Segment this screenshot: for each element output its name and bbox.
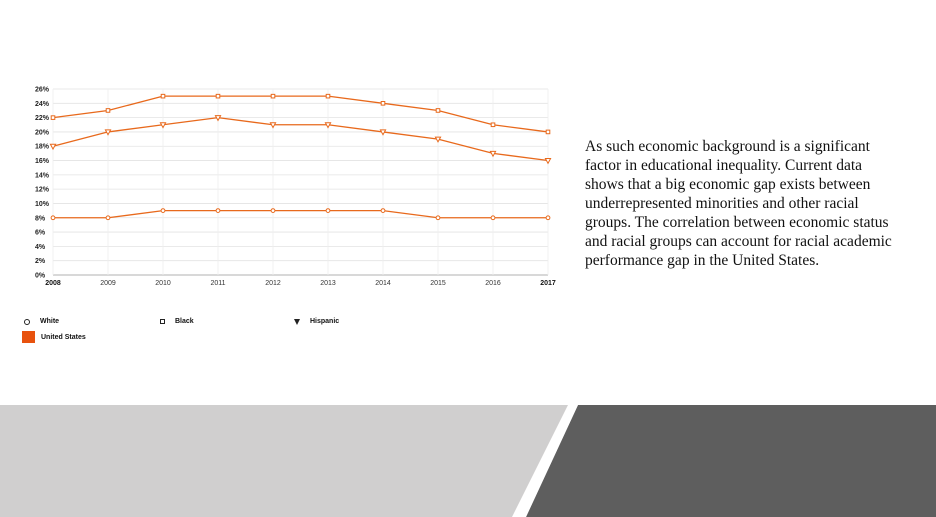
data-point-hispanic — [104, 129, 112, 136]
series-line-black — [52, 95, 549, 133]
footer-divider — [512, 405, 578, 517]
footer-right-panel — [526, 405, 936, 517]
data-point-white — [215, 208, 221, 214]
body-paragraph: As such economic background is a signifi… — [585, 138, 892, 269]
y-tick-label: 20% — [35, 129, 50, 136]
x-tick-label: 2015 — [430, 280, 446, 287]
legend-label-white: White — [40, 318, 60, 325]
data-point-black — [160, 93, 166, 99]
data-point-white — [105, 215, 111, 221]
data-point-white — [380, 208, 386, 214]
y-tick-label: 0% — [35, 273, 46, 280]
y-tick-label: 22% — [35, 115, 50, 122]
y-tick-label: 16% — [35, 158, 50, 165]
legend-item-region: United States — [22, 331, 86, 343]
y-tick-label: 24% — [35, 101, 50, 108]
legend-item-white: White — [24, 318, 59, 325]
data-point-black — [215, 93, 221, 99]
y-tick-label: 2% — [35, 258, 46, 265]
data-point-hispanic — [489, 150, 497, 158]
data-point-black — [435, 108, 441, 113]
data-point-black — [545, 129, 551, 135]
legend-label-region: United States — [41, 333, 86, 341]
y-tick-label: 12% — [35, 187, 50, 194]
line-chart: 0% 2% 4% 6% 8% 10% 12% 14% 16% 18% 20% 22% 24% 26% 200… — [35, 87, 556, 288]
data-point-black — [490, 122, 496, 128]
x-tick-label: 2014 — [375, 280, 391, 287]
series-line-hispanic — [52, 116, 549, 162]
data-point-white — [490, 215, 496, 221]
data-point-white — [545, 215, 551, 221]
y-tick-label: 10% — [35, 201, 50, 208]
data-point-black — [325, 93, 331, 99]
data-point-hispanic — [324, 122, 332, 129]
data-point-black — [380, 101, 386, 106]
legend-label-black: Black — [175, 318, 194, 325]
data-point-white — [50, 215, 56, 221]
data-point-black — [270, 93, 276, 99]
square-marker-icon — [160, 319, 165, 324]
region-color-swatch — [22, 331, 35, 343]
chart-area: 0% 2% 4% 6% 8% 10% 12% 14% 16% 18% 20% 22% 24% 26% 200… — [0, 0, 570, 360]
data-point-white — [160, 208, 166, 214]
data-point-hispanic — [49, 143, 57, 151]
x-tick-label: 2013 — [320, 280, 336, 287]
x-tick-label: 2010 — [155, 280, 171, 287]
data-point-hispanic — [379, 129, 387, 136]
x-tick-label: 2016 — [485, 280, 501, 287]
x-tick-label: 2017 — [540, 280, 556, 287]
y-tick-label: 26% — [35, 87, 50, 94]
circle-marker-icon — [24, 318, 30, 325]
legend-item-black: Black — [160, 318, 194, 325]
legend-label-hispanic: Hispanic — [310, 318, 340, 325]
y-tick-label: 8% — [35, 215, 46, 222]
y-tick-label: 18% — [35, 144, 50, 151]
data-point-black — [50, 115, 56, 120]
x-tick-label: 2011 — [210, 280, 225, 287]
data-point-hispanic — [544, 158, 552, 165]
data-point-white — [435, 215, 441, 221]
data-point-black — [105, 108, 111, 113]
y-tick-label: 14% — [35, 172, 50, 179]
series-line-white — [53, 209, 548, 219]
x-tick-label: 2009 — [100, 280, 116, 287]
triangle-down-marker-icon — [294, 318, 300, 325]
data-point-hispanic — [434, 136, 442, 143]
data-point-hispanic — [159, 122, 167, 129]
x-tick-label: 2008 — [45, 280, 61, 287]
legend-item-hispanic: Hispanic — [294, 318, 339, 325]
data-point-white — [270, 208, 276, 214]
data-point-white — [325, 208, 331, 214]
x-tick-label: 2012 — [265, 280, 281, 287]
y-tick-label: 6% — [35, 230, 46, 237]
footer-band — [0, 405, 936, 517]
data-point-hispanic — [214, 115, 222, 122]
y-tick-label: 4% — [35, 244, 46, 251]
data-point-hispanic — [269, 122, 277, 129]
